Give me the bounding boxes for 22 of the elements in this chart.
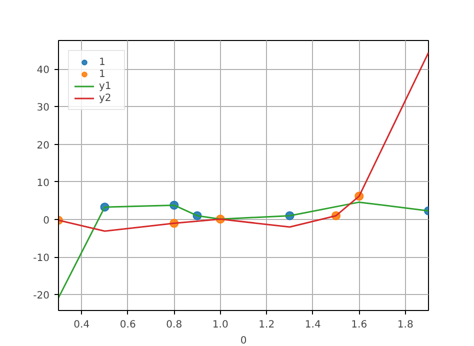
x-tick-label: 1.0: [212, 320, 228, 330]
y-tick-label: 10: [36, 178, 50, 189]
legend-label: 1: [99, 56, 106, 68]
x-tick-label: 1.4: [304, 320, 321, 330]
legend-label: 1: [99, 68, 106, 80]
line-series: [58, 52, 428, 232]
x-tick-label: 0.6: [120, 320, 136, 330]
line-series: [58, 201, 428, 298]
legend-label: y2: [99, 92, 112, 104]
y-tick-label: 20: [36, 140, 50, 152]
legend-label: y1: [99, 80, 112, 92]
y-tick-label: 0: [43, 215, 50, 226]
x-tick-label: 1.2: [258, 320, 275, 330]
x-tick-label: 1.6: [351, 320, 368, 330]
y-tick-label: -10: [33, 253, 50, 264]
y-tick-label: -20: [33, 290, 50, 302]
x-tick-label: 0.8: [166, 320, 182, 330]
x-tick-label: 1.8: [397, 320, 414, 330]
y-tick-label: 30: [36, 102, 50, 114]
y-tick-label: 40: [36, 65, 50, 76]
x-axis-title: 0: [240, 336, 247, 346]
x-tick-label: 0.4: [74, 320, 90, 330]
